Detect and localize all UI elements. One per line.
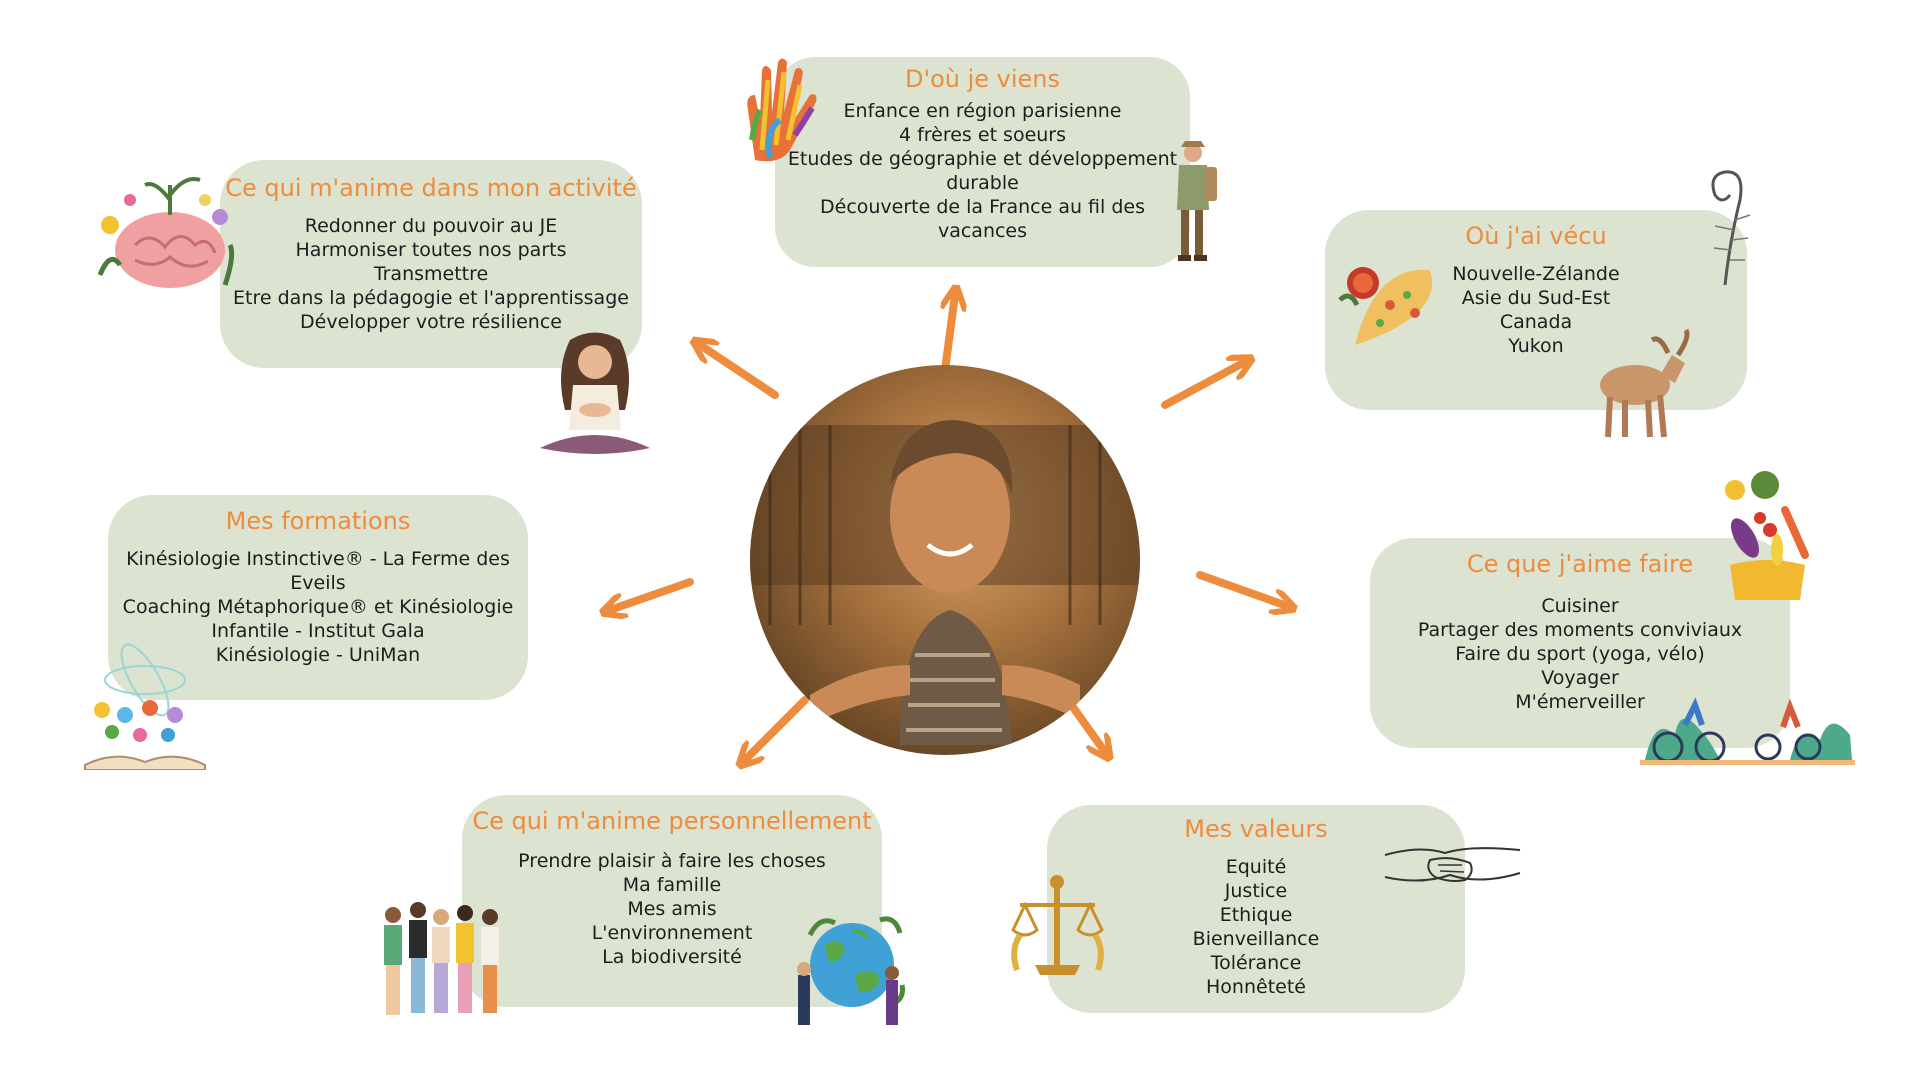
list-item: Bienveillance bbox=[1192, 928, 1320, 950]
list-item: Harmoniser toutes nos parts bbox=[295, 239, 567, 261]
list-item: vacances bbox=[937, 220, 1028, 242]
list-item: Eveils bbox=[290, 572, 346, 594]
list-item: M'émerveiller bbox=[1515, 691, 1645, 713]
list-item: Cuisiner bbox=[1541, 595, 1619, 617]
list-item: Canada bbox=[1499, 311, 1573, 333]
card-values-title: Mes valeurs bbox=[1184, 815, 1328, 843]
card-origin-list: Enfance en région parisienne 4 frères et… bbox=[775, 99, 1190, 243]
list-item: Justice bbox=[1224, 880, 1288, 902]
list-item: Honnêteté bbox=[1206, 976, 1306, 998]
arrow-activity bbox=[700, 345, 779, 399]
card-hobbies: Ce que j'aime faire Cuisiner Partager de… bbox=[1370, 538, 1790, 748]
arrow-hobbies bbox=[1196, 571, 1287, 606]
list-item: Kinésiologie - UniMan bbox=[215, 644, 421, 666]
card-hobbies-title: Ce que j'aime faire bbox=[1466, 550, 1694, 578]
arrow-lived bbox=[1161, 362, 1245, 409]
card-lived-list: Nouvelle-Zélande Asie du Sud-Est Canada … bbox=[1325, 262, 1747, 358]
list-item: Etre dans la pédagogie et l'apprentissag… bbox=[233, 287, 629, 309]
card-values: Mes valeurs Equité Justice Ethique Bienv… bbox=[1047, 805, 1465, 1013]
card-personal-title: Ce qui m'anime personnellement bbox=[472, 807, 872, 835]
card-activity: Ce qui m'anime dans mon activité Redonne… bbox=[220, 160, 642, 368]
list-item: La biodiversité bbox=[602, 946, 742, 968]
list-item: Yukon bbox=[1508, 335, 1564, 357]
list-item: Partager des moments conviviaux bbox=[1417, 619, 1743, 641]
card-activity-title: Ce qui m'anime dans mon activité bbox=[225, 174, 637, 202]
list-item: Ma famille bbox=[622, 874, 722, 896]
card-lived-title: Où j'ai vécu bbox=[1465, 222, 1607, 250]
atoms-book-illustration bbox=[84, 643, 206, 770]
list-item: Voyager bbox=[1541, 667, 1619, 689]
list-item: Découverte de la France au fil des bbox=[820, 196, 1145, 218]
hiker-illustration bbox=[1177, 141, 1217, 261]
card-training-title: Mes formations bbox=[225, 507, 411, 535]
fern-illustration bbox=[1711, 170, 1751, 286]
card-origin: D'où je viens Enfance en région parisien… bbox=[775, 57, 1190, 267]
list-item: 4 frères et soeurs bbox=[898, 124, 1067, 146]
portrait-photo bbox=[750, 365, 1140, 755]
list-item: L'environnement bbox=[591, 922, 753, 944]
list-item: Infantile - Institut Gala bbox=[211, 620, 425, 642]
card-training: Mes formations Kinésiologie Instinctive®… bbox=[108, 495, 528, 700]
card-hobbies-list: Cuisiner Partager des moments conviviaux… bbox=[1370, 594, 1790, 714]
list-item: Nouvelle-Zélande bbox=[1452, 263, 1620, 285]
list-item: Transmettre bbox=[373, 263, 489, 285]
vegetables-pot-illustration bbox=[1725, 471, 1809, 600]
list-item: Prendre plaisir à faire les choses bbox=[518, 850, 826, 872]
list-item: Asie du Sud-Est bbox=[1461, 287, 1611, 309]
card-personal-list: Prendre plaisir à faire les choses Ma fa… bbox=[462, 849, 882, 969]
colorful-hands-illustration bbox=[747, 58, 817, 162]
list-item: Mes amis bbox=[627, 898, 717, 920]
card-origin-title: D'où je viens bbox=[904, 65, 1060, 93]
list-item: Développer votre résilience bbox=[300, 311, 562, 333]
list-item: Coaching Métaphorique® et Kinésiologie bbox=[122, 596, 514, 618]
list-item: Kinésiologie Instinctive® - La Ferme des bbox=[126, 548, 510, 570]
arrow-training bbox=[610, 578, 694, 610]
list-item: Ethique bbox=[1219, 904, 1293, 926]
list-item: Equité bbox=[1225, 856, 1287, 878]
list-item: Etudes de géographie et développement bbox=[787, 148, 1178, 170]
card-training-list: Kinésiologie Instinctive® - La Ferme des… bbox=[108, 547, 528, 667]
moose-illustration bbox=[1600, 328, 1690, 438]
scales-of-justice-illustration bbox=[1011, 875, 1104, 975]
food-omelette-illustration bbox=[1338, 267, 1433, 345]
arrow-personal bbox=[745, 696, 809, 760]
earth-people-illustration bbox=[797, 916, 905, 1025]
handshake-illustration bbox=[1384, 847, 1521, 882]
list-item: Enfance en région parisienne bbox=[843, 100, 1122, 122]
brain-flowers-illustration bbox=[97, 177, 235, 288]
meditating-woman-illustration bbox=[540, 332, 650, 454]
list-item: Tolérance bbox=[1210, 952, 1302, 974]
group-of-women-illustration bbox=[384, 902, 499, 1015]
list-item: durable bbox=[946, 172, 1019, 194]
cyclists-illustration bbox=[1640, 697, 1855, 765]
list-item: Faire du sport (yoga, vélo) bbox=[1455, 643, 1705, 665]
card-activity-list: Redonner du pouvoir au JE Harmoniser tou… bbox=[220, 214, 642, 334]
card-values-list: Equité Justice Ethique Bienveillance Tol… bbox=[1047, 855, 1465, 999]
list-item: Redonner du pouvoir au JE bbox=[304, 215, 558, 237]
